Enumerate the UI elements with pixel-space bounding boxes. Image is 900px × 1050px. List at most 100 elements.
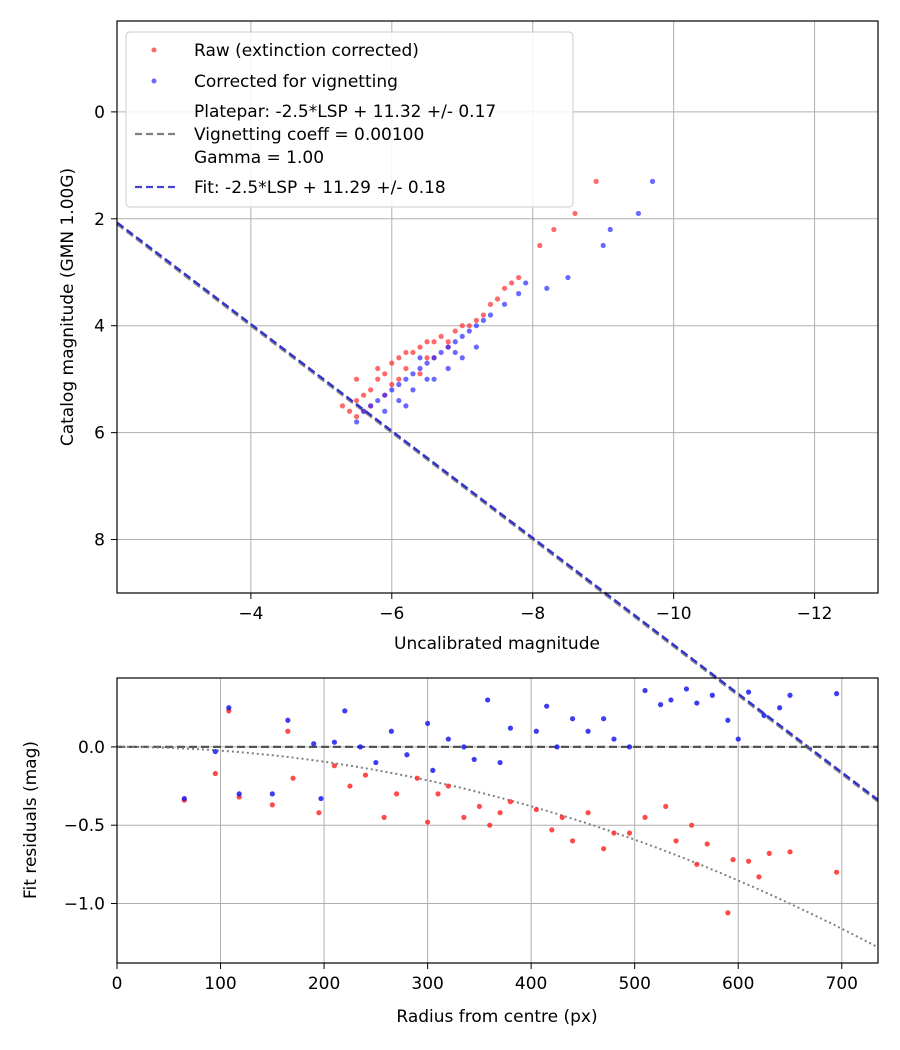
legend-corrected-label: Corrected for vignetting [194,72,398,92]
corrected-point [473,323,479,329]
raw-point [417,344,423,350]
magnitude-calibration-chart: −4 −6 −8 −10 −12 0 2 4 6 8 Uncalibrated magnitud… [58,20,879,803]
raw-point [487,301,494,307]
raw-residual-point [507,799,514,805]
corrected-residual-point [388,728,394,734]
corrected-residual-point [425,720,431,727]
raw-point [389,360,395,366]
top-legend: Raw (extinction corrected) Corrected for… [125,31,574,208]
corrected-point [389,387,395,393]
raw-residual-point [585,810,591,816]
raw-point [346,408,353,414]
raw-point [424,355,430,361]
corrected-point [396,381,402,388]
corrected-residual-point [311,741,317,747]
raw-point [452,328,458,334]
corrected-point [424,360,430,366]
corrected-point [487,312,494,318]
legend-platepar-text: Platepar: -2.5*LSP + 11.32 +/- 0.17 [194,102,496,122]
corrected-residual-point [430,767,436,773]
raw-residual-point [559,814,565,820]
raw-point [353,413,360,420]
corrected-point [382,408,388,414]
raw-residual-point [756,874,762,880]
corrected-residual-point [357,744,363,750]
raw-residual-point [347,783,353,789]
corrected-residual-point [601,716,607,722]
corrected-residual-point [445,736,451,742]
top-y-ticks: 0 2 4 6 8 [94,103,117,551]
raw-point [339,403,346,409]
corrected-residual-point [471,756,477,763]
raw-point [494,296,501,302]
top-platepar-line [116,223,879,803]
corrected-point [544,285,550,291]
raw-residual-point [331,763,338,769]
bottom-plot-frame [116,677,879,964]
raw-point [396,376,402,382]
raw-residual-point [290,775,296,781]
corrected-point [353,419,360,425]
corrected-residual-point [404,752,410,758]
corrected-point [424,376,430,382]
corrected-point [600,242,606,249]
corrected-point [523,280,529,286]
raw-residual-point [611,830,617,836]
bottom-x-tick-label: 0 [112,974,123,994]
corrected-residual-point [694,700,700,706]
raw-point [353,376,360,382]
bottom-y-ticks: 0.0 −0.5 −1.0 [64,738,117,914]
bottom-y-tick-label: −0.5 [64,816,105,836]
corrected-point [396,397,402,404]
raw-residual-point [316,810,322,816]
raw-residual-point [393,791,400,797]
corrected-point [607,226,613,233]
corrected-residual-point [611,736,617,742]
corrected-residual-point [497,759,503,766]
corrected-residual-point [226,705,232,711]
top-plot-frame [116,20,879,594]
raw-residual-point [549,827,555,833]
raw-residual-point [601,846,607,852]
corrected-point [480,317,487,323]
raw-point [438,333,444,340]
corrected-residual-point [269,791,275,797]
raw-residual-point [362,772,369,778]
raw-point [389,381,395,388]
bottom-y-tick-label: 0.0 [78,738,105,758]
corrected-residual-point [373,759,379,766]
raw-point [403,349,409,356]
raw-residual-point [663,803,669,810]
raw-point [353,397,360,404]
top-x-tick-label: −10 [656,604,692,624]
corrected-point [368,403,374,409]
corrected-point [445,365,451,372]
raw-residual-point [435,791,441,797]
raw-residual-point [689,822,695,828]
bottom-x-tick-label: 500 [618,974,650,994]
bottom-x-tick-label: 100 [204,974,236,994]
corrected-residual-point [657,702,664,708]
corrected-point [438,349,444,356]
corrected-residual-point [668,697,674,703]
top-x-axis-label: Uncalibrated magnitude [394,634,600,654]
corrected-point [410,371,416,377]
corrected-point [565,274,571,281]
corrected-point [431,376,437,382]
raw-residual-point [833,869,840,875]
bottom-y-axis-label: Fit residuals (mag) [21,741,41,899]
corrected-residual-point [554,744,560,750]
corrected-residual-point [461,744,467,750]
corrected-residual-point [285,717,291,723]
corrected-point [516,291,522,297]
legend-vignetting-text: Vignetting coeff = 0.00100 [194,125,424,145]
top-x-ticks: −4 −6 −8 −10 −12 [238,593,833,624]
raw-point [410,349,416,356]
corrected-point [452,339,458,345]
top-y-tick-label: 0 [94,103,105,123]
raw-residual-point [476,803,482,810]
legend-raw-label: Raw (extinction corrected) [194,41,419,61]
corrected-residual-point [485,697,491,703]
raw-residual-point [725,910,731,916]
